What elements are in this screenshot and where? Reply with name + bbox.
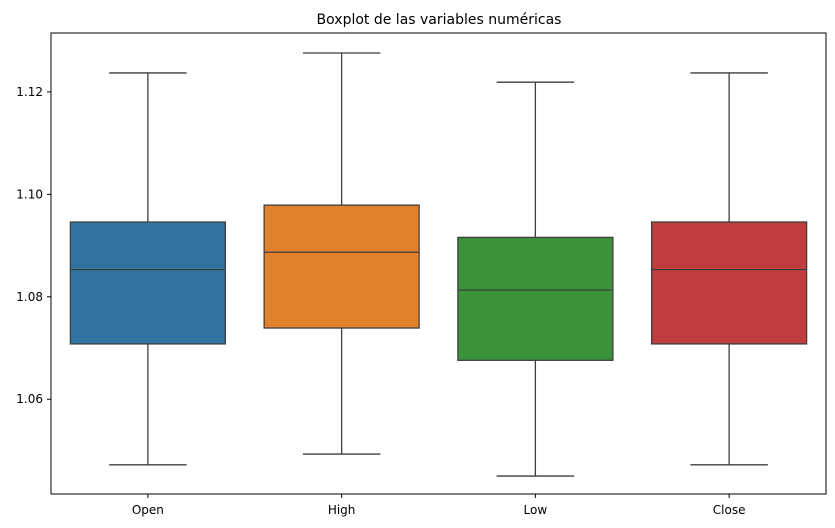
x-tick-label-low: Low bbox=[524, 503, 548, 517]
box-high bbox=[263, 204, 420, 329]
y-tick-label: 1.12 bbox=[16, 85, 43, 99]
box-open bbox=[69, 221, 227, 345]
box-close bbox=[650, 221, 808, 345]
y-tick-label: 1.08 bbox=[16, 290, 43, 304]
plot-area: Open High Low Close 1.06 1.08 1.10 1.12 bbox=[16, 32, 827, 517]
y-tick-label: 1.06 bbox=[16, 392, 43, 406]
box-low bbox=[457, 236, 614, 361]
x-tick-label-close: Close bbox=[713, 503, 746, 517]
x-tick-label-high: High bbox=[328, 503, 356, 517]
y-tick-label: 1.10 bbox=[16, 187, 43, 201]
chart-title: Boxplot de las variables numéricas bbox=[317, 12, 562, 28]
axes-frame bbox=[50, 32, 827, 495]
x-tick-label-open: Open bbox=[132, 503, 164, 517]
